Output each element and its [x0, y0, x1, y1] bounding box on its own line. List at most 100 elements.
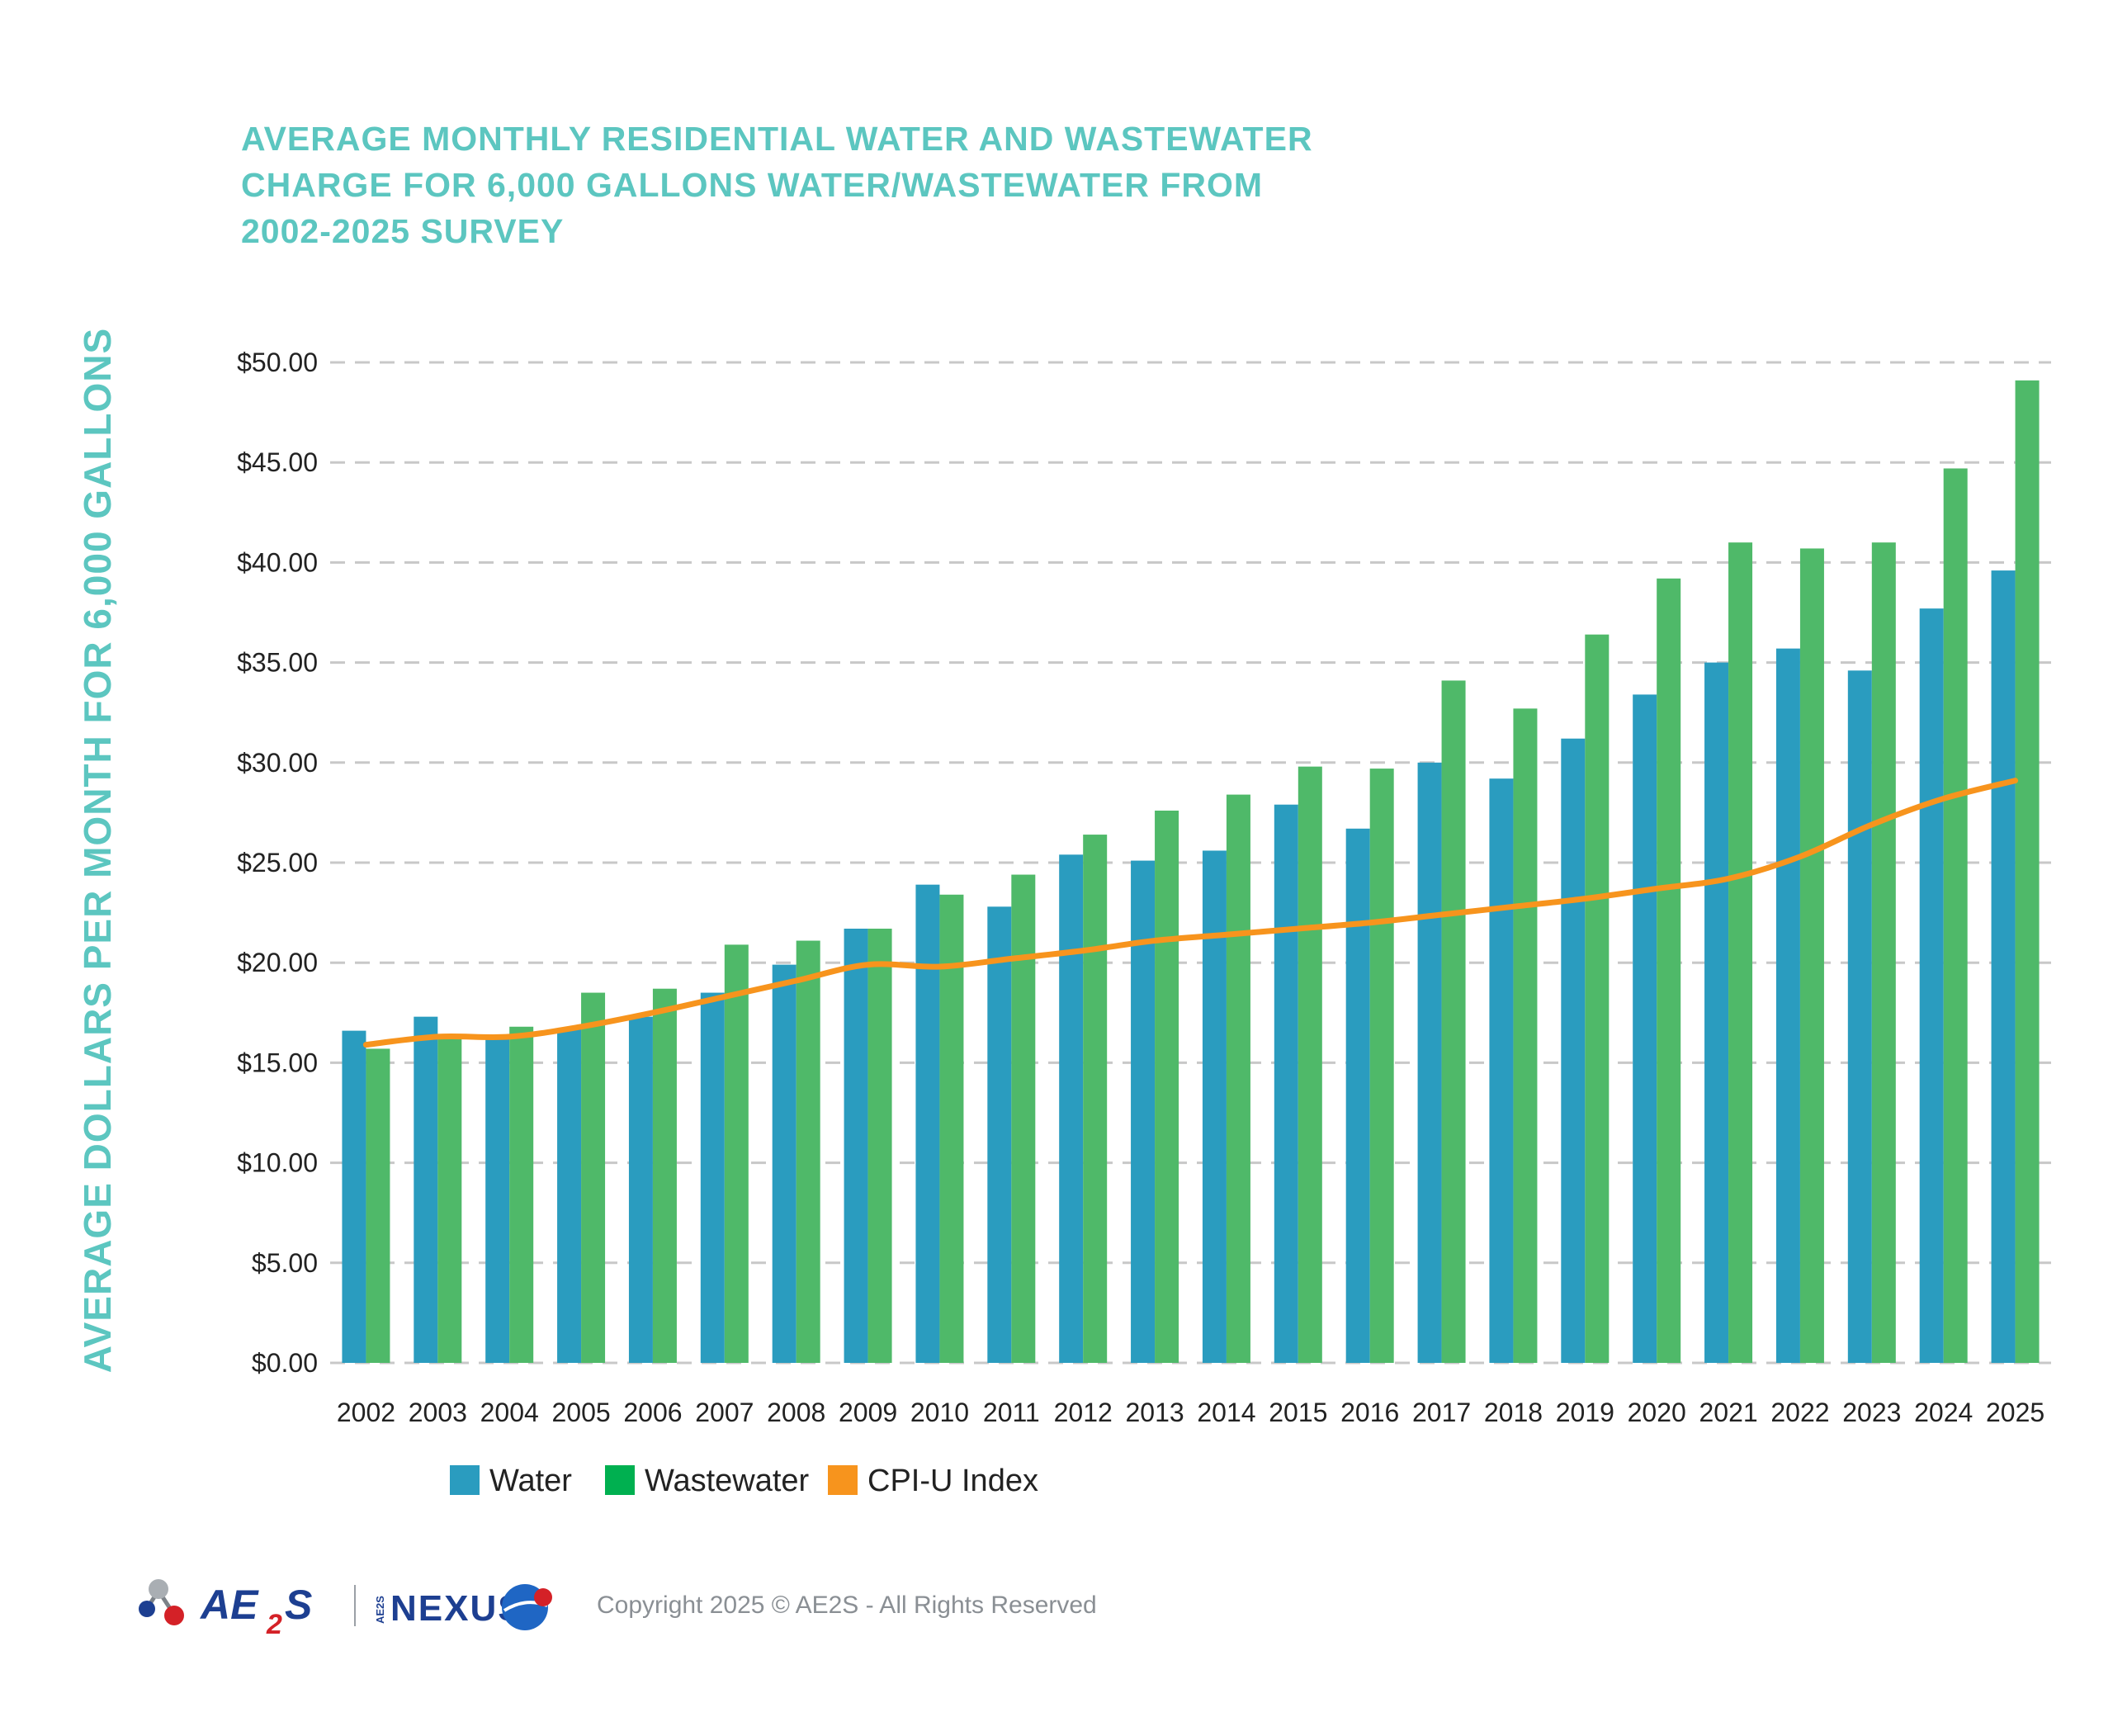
x-tick-label-2025: 2025: [1986, 1398, 2044, 1427]
water-bar-2017: [1417, 762, 1442, 1363]
x-tick-label-2016: 2016: [1340, 1398, 1399, 1427]
y-tick-label: $10.00: [237, 1148, 318, 1178]
water-bar-2010: [915, 884, 940, 1363]
legend-label-2: CPI-U Index: [867, 1464, 1038, 1498]
wastewater-bar-2010: [939, 894, 964, 1363]
water-bar-2015: [1274, 804, 1298, 1363]
water-bar-2023: [1847, 670, 1872, 1363]
y-tick-label: $50.00: [237, 348, 318, 377]
water-bar-2002: [342, 1030, 366, 1363]
legend: Water Wastewater CPI-U Index: [450, 1464, 1038, 1498]
nexus-small-text: AE2S: [374, 1596, 386, 1624]
wastewater-bar-2023: [1871, 542, 1896, 1363]
grid-lines: [330, 361, 2051, 1365]
x-tick-labels: 2002 2003 2004 2005 2006 2007 2008 2009 2010 2011…: [337, 1398, 2044, 1427]
x-tick-label-2010: 2010: [910, 1398, 969, 1427]
x-tick-label-2017: 2017: [1412, 1398, 1471, 1427]
x-tick-label-2015: 2015: [1269, 1398, 1327, 1427]
wastewater-bar-2002: [366, 1048, 390, 1363]
water-bar-2004: [485, 1036, 510, 1363]
y-tick-label: $5.00: [252, 1248, 318, 1278]
water-bar-2013: [1131, 860, 1156, 1363]
wastewater-bar-2009: [867, 928, 892, 1363]
logo-s-text: S: [285, 1582, 312, 1628]
chart-title: AVERAGE MONTHLY RESIDENTIAL WATER AND WA…: [241, 116, 1397, 254]
logo-2-text: 2: [266, 1609, 282, 1639]
water-bar-2011: [987, 906, 1012, 1363]
legend-swatch-2: [828, 1465, 858, 1495]
water-bar-2022: [1775, 648, 1800, 1363]
chart-title-line-1: AVERAGE MONTHLY RESIDENTIAL WATER AND WA…: [241, 120, 1313, 158]
x-tick-label-2008: 2008: [767, 1398, 825, 1427]
x-tick-label-2004: 2004: [480, 1398, 539, 1427]
footer-divider: [354, 1585, 356, 1626]
wastewater-bar-2022: [1799, 548, 1824, 1363]
y-tick-label: $15.00: [237, 1048, 318, 1077]
water-bar-2008: [772, 964, 797, 1363]
copyright-text: Copyright 2025 © AE2S - All Rights Reser…: [597, 1592, 1097, 1619]
water-bar-2007: [700, 992, 725, 1363]
water-bar-2020: [1633, 694, 1657, 1363]
y-tick-label: $25.00: [237, 848, 318, 877]
legend-label-1: Wastewater: [645, 1464, 810, 1498]
wastewater-bar-2020: [1657, 578, 1681, 1363]
wastewater-bar-2007: [724, 944, 749, 1363]
cpi-line-group: [362, 778, 2019, 1048]
y-tick-label: $45.00: [237, 447, 318, 477]
chart-title-line-3: 2002-2025 SURVEY: [241, 212, 565, 250]
molecule-icon: [139, 1579, 184, 1625]
nexus-text: NEXUS: [390, 1588, 524, 1629]
x-tick-label-2012: 2012: [1054, 1398, 1113, 1427]
x-tick-label-2020: 2020: [1628, 1398, 1686, 1427]
globe-icon: [502, 1584, 552, 1630]
chart: $0.00 $5.00 $10.00 $15.00 $20.00 $25.00 $30.00…: [237, 348, 2051, 1498]
x-tick-label-2011: 2011: [983, 1398, 1040, 1427]
wastewater-bar-2016: [1369, 769, 1394, 1363]
x-tick-label-2006: 2006: [623, 1398, 682, 1427]
water-bar-2006: [628, 1016, 653, 1363]
wastewater-bar-2005: [581, 992, 606, 1363]
legend-label-0: Water: [489, 1464, 572, 1498]
wastewater-bar-2017: [1441, 680, 1466, 1363]
logo-ae-text: AE: [199, 1582, 259, 1628]
wastewater-bar-2024: [1943, 468, 1968, 1364]
water-bar-2025: [1991, 570, 2016, 1363]
x-tick-label-2023: 2023: [1842, 1398, 1901, 1427]
x-tick-label-2005: 2005: [551, 1398, 610, 1427]
wastewater-bar-2018: [1513, 708, 1538, 1363]
x-tick-label-2013: 2013: [1125, 1398, 1184, 1427]
nexus-logo: AE2S NEXUS: [374, 1584, 552, 1630]
x-tick-label-2021: 2021: [1699, 1398, 1757, 1427]
y-tick-label: $0.00: [252, 1348, 318, 1378]
wastewater-bar-2019: [1585, 634, 1610, 1363]
wastewater-bar-2004: [509, 1026, 534, 1363]
water-bar-2016: [1345, 828, 1370, 1363]
wastewater-bar-2021: [1728, 542, 1753, 1363]
water-bar-2014: [1202, 850, 1227, 1363]
x-tick-label-2018: 2018: [1484, 1398, 1543, 1427]
wastewater-bar-2003: [437, 1038, 462, 1363]
y-tick-label: $40.00: [237, 547, 318, 577]
x-tick-label-2003: 2003: [409, 1398, 467, 1427]
x-tick-label-2019: 2019: [1556, 1398, 1614, 1427]
y-tick-label: $20.00: [237, 948, 318, 977]
y-tick-label: $30.00: [237, 748, 318, 778]
x-tick-label-2014: 2014: [1197, 1398, 1255, 1427]
water-bar-2012: [1059, 854, 1084, 1363]
bars: [342, 380, 2040, 1364]
x-tick-label-2007: 2007: [695, 1398, 754, 1427]
wastewater-bar-2006: [652, 988, 677, 1363]
wastewater-bar-2025: [2015, 380, 2040, 1363]
y-tick-labels: $0.00 $5.00 $10.00 $15.00 $20.00 $25.00 $30.00…: [237, 348, 318, 1378]
wastewater-bar-2008: [796, 940, 820, 1363]
ae2s-logo: AE 2 S: [139, 1579, 312, 1639]
water-bar-2005: [557, 1029, 582, 1363]
water-bar-2019: [1561, 738, 1586, 1363]
chart-title-line-2: CHARGE FOR 6,000 GALLONS WATER/WASTEWATE…: [241, 166, 1264, 204]
wastewater-bar-2013: [1155, 810, 1179, 1363]
legend-swatch-1: [605, 1465, 635, 1495]
x-tick-label-2022: 2022: [1770, 1398, 1829, 1427]
wastewater-bar-2015: [1298, 766, 1322, 1363]
water-bar-2009: [844, 928, 868, 1363]
water-bar-2021: [1704, 662, 1729, 1363]
